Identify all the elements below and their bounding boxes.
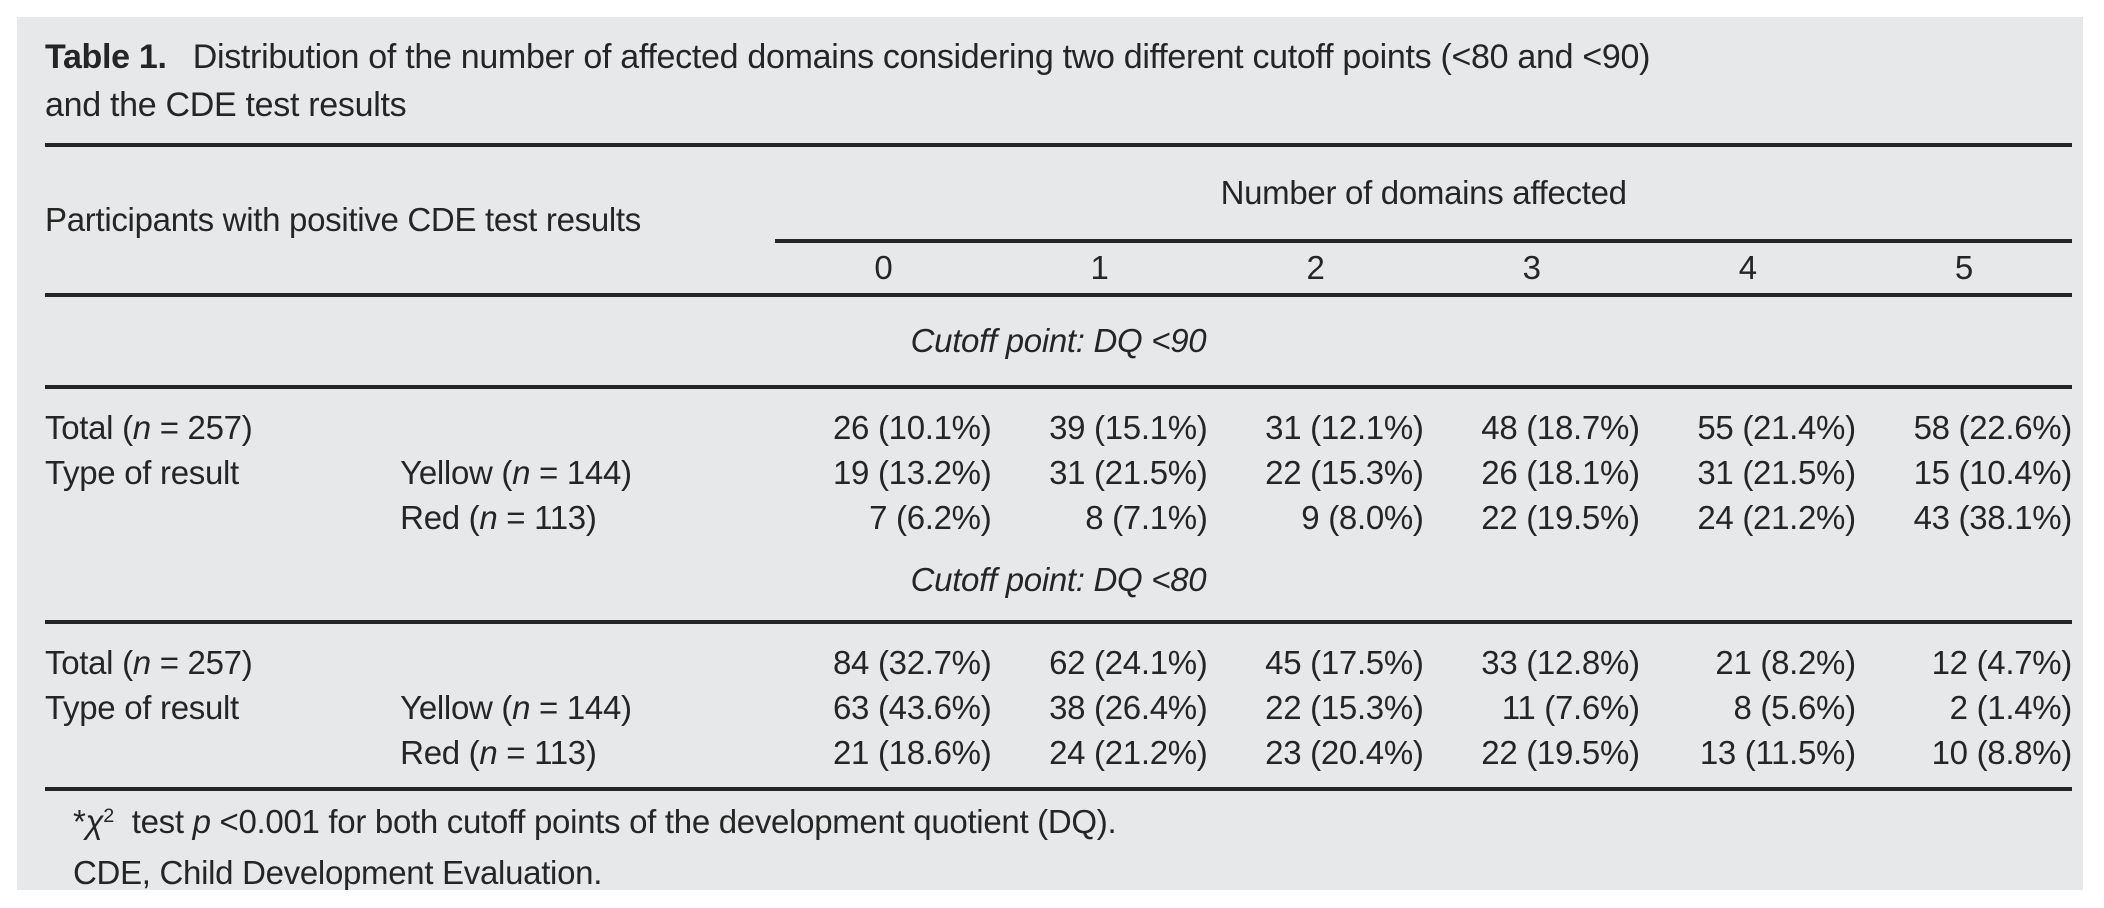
row-sublabel: Red (n = 113) [400, 733, 597, 771]
data-cell: 11 (7.6%) [1501, 688, 1640, 726]
data-cell: 58 (22.6%) [1913, 408, 2073, 446]
data-cell: 2 (1.4%) [1949, 688, 2073, 726]
data-cell: 38 (26.4%) [1049, 688, 1208, 726]
data-cell: 10 (8.8%) [1931, 733, 2073, 771]
data-cell: 31 (21.5%) [1697, 453, 1856, 491]
data-cell: 21 (18.6%) [832, 733, 992, 771]
column-header-5: 5 [1855, 241, 2072, 297]
table-row: Total (n = 257) 84 (32.7%) 62 (24.1%) 45… [45, 622, 2072, 685]
section-title-dq90: Cutoff point: DQ <90 [45, 295, 2072, 389]
section-title-dq80: Cutoff point: DQ <80 [45, 540, 2072, 624]
data-cell: 22 (15.3%) [1265, 688, 1424, 726]
table-row: Total (n = 257) 26 (10.1%) 39 (15.1%) 31… [45, 387, 2072, 450]
header-stub: Participants with positive CDE test resu… [45, 145, 776, 297]
header-row-spanner: Participants with positive CDE test resu… [45, 145, 2072, 297]
row-label [45, 730, 400, 789]
table-row: Type of result Yellow (n = 144) 19 (13.2… [45, 450, 2072, 495]
data-cell: 55 (21.4%) [1697, 408, 1856, 446]
data-cell: 12 (4.7%) [1931, 643, 2073, 681]
row-label: Type of result [45, 453, 239, 491]
data-cell: 43 (38.1%) [1913, 498, 2073, 536]
data-cell: 19 (13.2%) [832, 453, 992, 491]
data-cell: 23 (20.4%) [1265, 733, 1424, 771]
row-label: Type of result [45, 688, 239, 726]
header-row-columns: 0 1 2 3 4 5 [45, 241, 2072, 297]
column-header-0: 0 [775, 241, 992, 297]
section-title-row: Cutoff point: DQ <80 [45, 540, 2072, 624]
table-footnotes: *χ2 test p <0.001 for both cutoff points… [73, 799, 2083, 890]
column-header-4: 4 [1639, 241, 1856, 297]
column-header-2: 2 [1207, 241, 1424, 297]
row-label [45, 495, 400, 540]
table-row: Red (n = 113) 21 (18.6%) 24 (21.2%) 23 (… [45, 730, 2072, 789]
caption-text-1: Distribution of the number of affected d… [192, 38, 1651, 76]
data-cell: 22 (15.3%) [1265, 453, 1424, 491]
row-label: Total (n = 257) [45, 408, 253, 446]
data-cell: 8 (5.6%) [1733, 688, 1856, 726]
data-cell: 26 (18.1%) [1481, 453, 1640, 491]
data-cell: 24 (21.2%) [1049, 733, 1208, 771]
data-cell: 8 (7.1%) [1085, 498, 1208, 536]
data-cell: 22 (19.5%) [1481, 733, 1640, 771]
data-cell: 62 (24.1%) [1049, 643, 1208, 681]
data-cell: 31 (21.5%) [1049, 453, 1208, 491]
data-cell: 39 (15.1%) [1049, 408, 1208, 446]
data-cell: 24 (21.2%) [1697, 498, 1856, 536]
row-sublabel: Red (n = 113) [400, 498, 597, 536]
panel-inner: Table 1. Distribution of the number of af… [17, 17, 2083, 890]
data-cell: 84 (32.7%) [832, 643, 992, 681]
data-cell: 22 (19.5%) [1481, 498, 1640, 536]
data-cell: 21 (8.2%) [1715, 643, 1856, 681]
data-cell: 9 (8.0%) [1301, 498, 1424, 536]
table-row: Type of result Yellow (n = 144) 63 (43.6… [45, 685, 2072, 730]
table-panel: Table 1. Distribution of the number of af… [17, 17, 2083, 890]
footnote-abbreviation: CDE, Child Development Evaluation. [73, 854, 603, 890]
row-label: Total (n = 257) [45, 643, 253, 681]
data-cell: 45 (17.5%) [1265, 643, 1424, 681]
section-title-row: Cutoff point: DQ <90 [45, 295, 2072, 389]
data-cell: 26 (10.1%) [832, 408, 992, 446]
caption-line-1: Table 1. Distribution of the number of af… [45, 33, 2083, 81]
data-cell: 33 (12.8%) [1481, 643, 1640, 681]
row-sublabel: Yellow (n = 144) [400, 688, 632, 726]
data-cell: 31 (12.1%) [1265, 408, 1424, 446]
table-row: Red (n = 113) 7 (6.2%) 8 (7.1%) 9 (8.0%)… [45, 495, 2072, 540]
column-header-1: 1 [991, 241, 1208, 297]
table-number-label: Table 1. [45, 38, 167, 76]
results-table: Participants with positive CDE test resu… [45, 143, 2072, 791]
column-header-3: 3 [1423, 241, 1640, 297]
caption-line-2: and the CDE test results [45, 86, 407, 124]
data-cell: 7 (6.2%) [869, 498, 992, 536]
row-sublabel: Yellow (n = 144) [400, 453, 632, 491]
data-cell: 15 (10.4%) [1913, 453, 2073, 491]
data-cell: 63 (43.6%) [832, 688, 992, 726]
row-sublabel [400, 622, 775, 685]
footnote-chi-square: *χ2 test p <0.001 for both cutoff points… [73, 803, 1117, 840]
row-sublabel [400, 387, 775, 450]
header-spanner: Number of domains affected [775, 145, 2072, 243]
data-cell: 48 (18.7%) [1481, 408, 1640, 446]
table-caption: Table 1. Distribution of the number of af… [45, 33, 2083, 129]
data-cell: 13 (11.5%) [1699, 733, 1856, 771]
